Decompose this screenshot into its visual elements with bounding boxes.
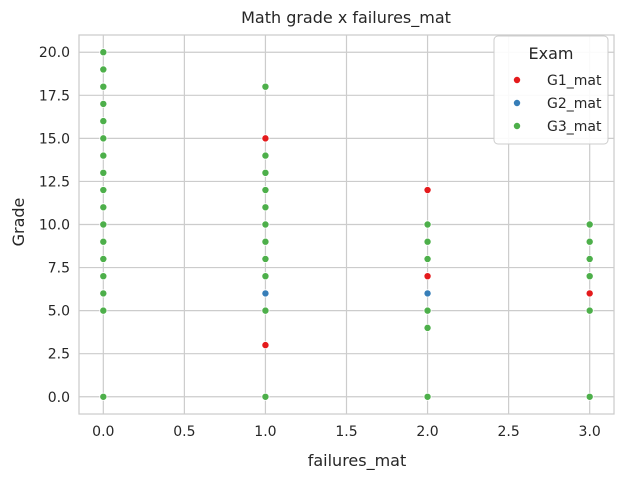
legend-label: G1_mat bbox=[547, 73, 602, 89]
legend-marker bbox=[513, 76, 522, 85]
data-point-g1-mat bbox=[423, 272, 432, 281]
data-point-g3-mat bbox=[99, 168, 108, 177]
data-point-g3-mat bbox=[261, 151, 270, 160]
data-point-g1-mat bbox=[261, 341, 270, 350]
data-point-g3-mat bbox=[261, 254, 270, 263]
data-point-g3-mat bbox=[423, 323, 432, 332]
data-point-g1-mat bbox=[423, 186, 432, 195]
data-point-g3-mat bbox=[99, 272, 108, 281]
data-point-g3-mat bbox=[261, 203, 270, 212]
data-point-g3-mat bbox=[99, 220, 108, 229]
data-point-g3-mat bbox=[99, 203, 108, 212]
legend-box bbox=[493, 35, 609, 145]
data-point-g3-mat bbox=[99, 99, 108, 108]
x-tick-label: 1.5 bbox=[335, 424, 357, 440]
x-tick-label: 0.5 bbox=[173, 424, 195, 440]
data-point-g3-mat bbox=[99, 254, 108, 263]
data-point-g3-mat bbox=[99, 134, 108, 143]
y-tick-label: 5.0 bbox=[48, 304, 70, 320]
data-point-g3-mat bbox=[423, 306, 432, 315]
data-point-g3-mat bbox=[99, 65, 108, 74]
data-point-g3-mat bbox=[585, 254, 594, 263]
y-tick-label: 15.0 bbox=[39, 131, 70, 147]
data-point-g3-mat bbox=[261, 220, 270, 229]
x-tick-label: 3.0 bbox=[579, 424, 601, 440]
data-point-g3-mat bbox=[585, 220, 594, 229]
data-point-g3-mat bbox=[423, 220, 432, 229]
data-point-g3-mat bbox=[585, 306, 594, 315]
data-point-g3-mat bbox=[423, 237, 432, 246]
data-point-g2-mat bbox=[261, 289, 270, 298]
legend-label: G3_mat bbox=[547, 119, 602, 135]
data-point-g3-mat bbox=[99, 48, 108, 57]
data-point-g3-mat bbox=[423, 254, 432, 263]
data-point-g3-mat bbox=[99, 82, 108, 91]
legend-title: Exam bbox=[529, 44, 574, 63]
x-tick-label: 0.0 bbox=[92, 424, 114, 440]
y-tick-label: 2.5 bbox=[48, 347, 70, 363]
plot-area-frame bbox=[78, 34, 615, 415]
x-tick-label: 2.5 bbox=[497, 424, 519, 440]
legend-items: G1_mat G2_mat G3_mat bbox=[513, 73, 602, 135]
data-point-g3-mat bbox=[261, 168, 270, 177]
data-point-g3-mat bbox=[99, 306, 108, 315]
data-point-g3-mat bbox=[423, 392, 432, 401]
y-tick-label: 17.5 bbox=[39, 88, 70, 104]
data-points bbox=[99, 48, 594, 401]
legend-label: G2_mat bbox=[547, 96, 602, 112]
x-axis-label: failures_mat bbox=[308, 451, 407, 471]
x-tick-label: 2.0 bbox=[416, 424, 438, 440]
data-point-g3-mat bbox=[261, 186, 270, 195]
data-point-g3-mat bbox=[99, 151, 108, 160]
data-point-g3-mat bbox=[585, 237, 594, 246]
data-point-g3-mat bbox=[261, 237, 270, 246]
grid bbox=[79, 35, 614, 414]
legend-marker bbox=[513, 99, 522, 108]
data-point-g3-mat bbox=[99, 392, 108, 401]
chart-title: Math grade x failures_mat bbox=[241, 8, 451, 28]
data-point-g3-mat bbox=[585, 392, 594, 401]
data-point-g3-mat bbox=[99, 117, 108, 126]
y-tick-labels: 0.0 2.5 5.0 7.5 10.0 12.5 15.0 17.5 20.0 bbox=[39, 45, 70, 406]
legend-marker bbox=[513, 122, 522, 131]
y-tick-label: 0.0 bbox=[48, 390, 70, 406]
data-point-g3-mat bbox=[261, 82, 270, 91]
y-tick-label: 10.0 bbox=[39, 218, 70, 234]
y-tick-label: 12.5 bbox=[39, 174, 70, 190]
data-point-g3-mat bbox=[99, 237, 108, 246]
data-point-g3-mat bbox=[261, 392, 270, 401]
x-tick-label: 1.0 bbox=[254, 424, 276, 440]
data-point-g3-mat bbox=[585, 272, 594, 281]
y-axis-label: Grade bbox=[9, 198, 28, 247]
data-point-g2-mat bbox=[423, 289, 432, 298]
data-point-g3-mat bbox=[261, 272, 270, 281]
data-point-g3-mat bbox=[99, 289, 108, 298]
legend: Exam G1_mat G2_mat G3_mat bbox=[493, 35, 609, 145]
x-tick-labels: 0.0 0.5 1.0 1.5 2.0 2.5 3.0 bbox=[92, 424, 601, 440]
y-tick-label: 20.0 bbox=[39, 45, 70, 61]
data-point-g1-mat bbox=[261, 134, 270, 143]
data-point-g1-mat bbox=[585, 289, 594, 298]
y-tick-label: 7.5 bbox=[48, 261, 70, 277]
data-point-g3-mat bbox=[261, 306, 270, 315]
data-point-g3-mat bbox=[99, 186, 108, 195]
